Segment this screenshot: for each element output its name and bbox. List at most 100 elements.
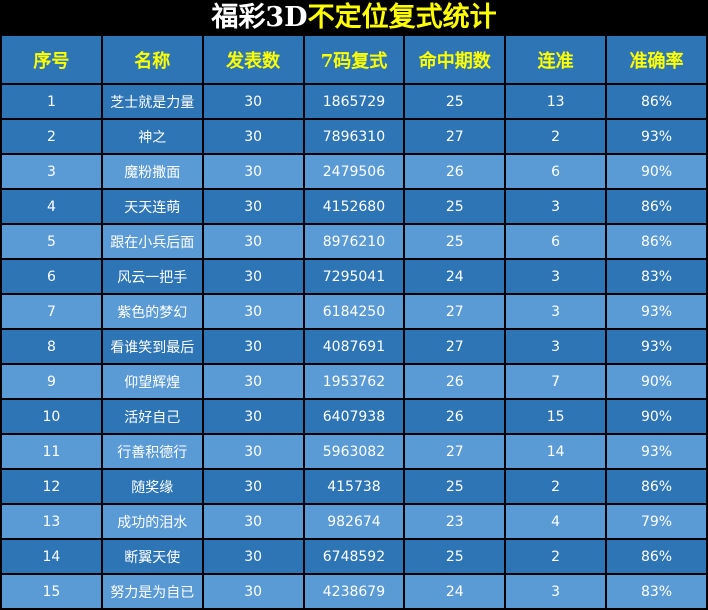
- title-part-2: 不定位复式统计: [307, 2, 497, 33]
- cell-post-count: 30: [201, 258, 305, 295]
- cell-streak: 2: [504, 118, 608, 155]
- cell-code-combo: 6184250: [302, 293, 406, 330]
- cell-code-combo: 8976210: [302, 223, 406, 260]
- cell-name: 芝士就是力量: [100, 83, 204, 120]
- cell-code-combo: 4238679: [302, 573, 406, 610]
- cell-streak: 3: [504, 328, 608, 365]
- table-row: 2 神之 30 7896310 27 2 93%: [0, 118, 708, 155]
- cell-code-combo: 415738: [302, 468, 406, 505]
- cell-streak: 2: [504, 538, 608, 575]
- cell-accuracy: 93%: [605, 328, 708, 365]
- column-header: 命中期数: [403, 34, 507, 85]
- cell-name: 魔粉撒面: [100, 153, 204, 190]
- cell-hit-count: 27: [403, 433, 507, 470]
- table-row: 3 魔粉撒面 30 2479506 26 6 90%: [0, 153, 708, 190]
- cell-code-combo: 1953762: [302, 363, 406, 400]
- cell-hit-count: 25: [403, 223, 507, 260]
- cell-accuracy: 86%: [605, 223, 708, 260]
- cell-code-combo: 7896310: [302, 118, 406, 155]
- table-row: 4 天天连萌 30 4152680 25 3 86%: [0, 188, 708, 225]
- table-row: 6 风云一把手 30 7295041 24 3 83%: [0, 258, 708, 295]
- cell-name: 断翼天使: [100, 538, 204, 575]
- cell-accuracy: 86%: [605, 188, 708, 225]
- page-title: 福彩3D不定位复式统计: [0, 0, 708, 34]
- table-row: 13 成功的泪水 30 982674 23 4 79%: [0, 503, 708, 540]
- cell-post-count: 30: [201, 573, 305, 610]
- cell-streak: 3: [504, 573, 608, 610]
- cell-code-combo: 982674: [302, 503, 406, 540]
- cell-streak: 13: [504, 83, 608, 120]
- cell-post-count: 30: [201, 503, 305, 540]
- cell-post-count: 30: [201, 223, 305, 260]
- cell-post-count: 30: [201, 188, 305, 225]
- column-header: 7码复式: [302, 34, 406, 85]
- table-body: 1 芝士就是力量 30 1865729 25 13 86% 2 神之 30 7896310 27 2 93…: [0, 83, 708, 610]
- cell-post-count: 30: [201, 153, 305, 190]
- cell-streak: 6: [504, 223, 608, 260]
- cell-name: 看谁笑到最后: [100, 328, 204, 365]
- table-row: 15 努力是为自已 30 4238679 24 3 83%: [0, 573, 708, 610]
- column-header: 发表数: [201, 34, 305, 85]
- cell-streak: 3: [504, 188, 608, 225]
- header-row: 序号 名称 发表数 7码复式 命中期数 连准 准确率: [0, 34, 708, 85]
- cell-rank: 10: [0, 398, 103, 435]
- cell-rank: 3: [0, 153, 103, 190]
- cell-post-count: 30: [201, 363, 305, 400]
- cell-rank: 14: [0, 538, 103, 575]
- column-header: 准确率: [605, 34, 708, 85]
- cell-accuracy: 90%: [605, 363, 708, 400]
- cell-streak: 3: [504, 293, 608, 330]
- table-row: 11 行善积德行 30 5963082 27 14 93%: [0, 433, 708, 470]
- cell-rank: 9: [0, 363, 103, 400]
- column-header: 名称: [100, 34, 204, 85]
- cell-streak: 15: [504, 398, 608, 435]
- cell-post-count: 30: [201, 398, 305, 435]
- cell-post-count: 30: [201, 83, 305, 120]
- cell-hit-count: 25: [403, 468, 507, 505]
- cell-hit-count: 27: [403, 328, 507, 365]
- cell-hit-count: 27: [403, 293, 507, 330]
- cell-hit-count: 26: [403, 398, 507, 435]
- cell-rank: 11: [0, 433, 103, 470]
- cell-streak: 3: [504, 258, 608, 295]
- cell-accuracy: 83%: [605, 573, 708, 610]
- cell-code-combo: 7295041: [302, 258, 406, 295]
- cell-accuracy: 93%: [605, 433, 708, 470]
- cell-code-combo: 1865729: [302, 83, 406, 120]
- cell-rank: 15: [0, 573, 103, 610]
- table-row: 8 看谁笑到最后 30 4087691 27 3 93%: [0, 328, 708, 365]
- cell-post-count: 30: [201, 538, 305, 575]
- cell-name: 神之: [100, 118, 204, 155]
- cell-rank: 5: [0, 223, 103, 260]
- cell-rank: 7: [0, 293, 103, 330]
- cell-rank: 13: [0, 503, 103, 540]
- column-header: 序号: [0, 34, 103, 85]
- title-part-1: 福彩3D: [211, 2, 308, 33]
- cell-hit-count: 23: [403, 503, 507, 540]
- table-row: 14 断翼天使 30 6748592 25 2 86%: [0, 538, 708, 575]
- cell-accuracy: 86%: [605, 83, 708, 120]
- cell-code-combo: 4152680: [302, 188, 406, 225]
- cell-name: 仰望辉煌: [100, 363, 204, 400]
- cell-hit-count: 25: [403, 188, 507, 225]
- cell-name: 努力是为自已: [100, 573, 204, 610]
- cell-accuracy: 90%: [605, 153, 708, 190]
- cell-code-combo: 4087691: [302, 328, 406, 365]
- cell-name: 行善积德行: [100, 433, 204, 470]
- cell-post-count: 30: [201, 433, 305, 470]
- cell-streak: 6: [504, 153, 608, 190]
- cell-name: 活好自己: [100, 398, 204, 435]
- cell-hit-count: 25: [403, 538, 507, 575]
- cell-name: 风云一把手: [100, 258, 204, 295]
- cell-post-count: 30: [201, 328, 305, 365]
- stats-table: 序号 名称 发表数 7码复式 命中期数 连准 准确率 1 芝士就是力量 30 1865729 25 1…: [0, 34, 708, 610]
- cell-streak: 4: [504, 503, 608, 540]
- table-row: 7 紫色的梦幻 30 6184250 27 3 93%: [0, 293, 708, 330]
- table-row: 5 跟在小兵后面 30 8976210 25 6 86%: [0, 223, 708, 260]
- cell-accuracy: 93%: [605, 293, 708, 330]
- cell-hit-count: 24: [403, 258, 507, 295]
- cell-streak: 14: [504, 433, 608, 470]
- cell-accuracy: 90%: [605, 398, 708, 435]
- cell-hit-count: 24: [403, 573, 507, 610]
- cell-hit-count: 25: [403, 83, 507, 120]
